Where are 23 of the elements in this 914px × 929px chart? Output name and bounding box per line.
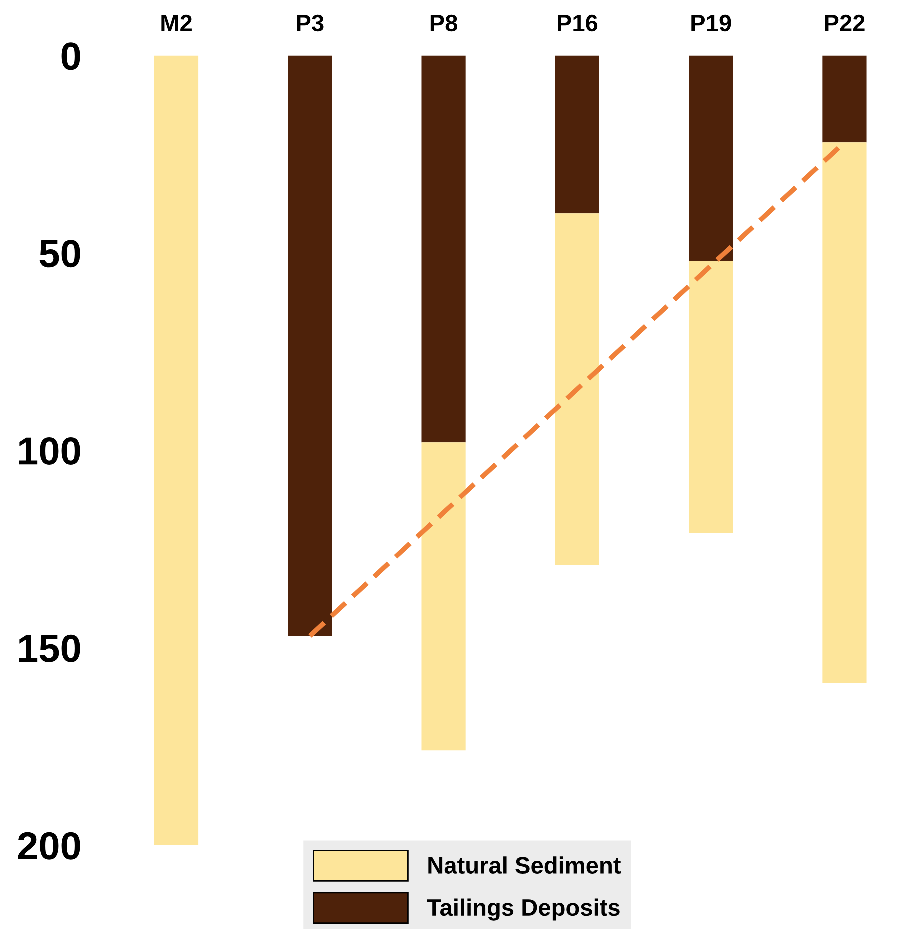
x-tick-label: P8 bbox=[430, 14, 458, 32]
bar bbox=[422, 442, 466, 751]
y-tick-label: 100 bbox=[19, 438, 80, 466]
x-tick-label: P3 bbox=[297, 14, 324, 32]
bar bbox=[422, 56, 466, 443]
bar bbox=[555, 214, 600, 566]
legend-label: Natural Sediment bbox=[428, 856, 621, 874]
bar bbox=[288, 56, 332, 636]
x-tick-label: M2 bbox=[162, 14, 192, 32]
bar bbox=[822, 56, 867, 143]
y-tick-label: 0 bbox=[62, 42, 80, 70]
bar bbox=[689, 261, 734, 534]
x-tick-label: P19 bbox=[692, 14, 732, 32]
y-tick-label: 200 bbox=[18, 832, 80, 860]
bar bbox=[822, 142, 867, 684]
y-tick-label: 50 bbox=[40, 240, 80, 268]
legend-label: Tailings Deposits bbox=[427, 898, 620, 921]
y-tick-label: 150 bbox=[19, 634, 80, 662]
bar bbox=[154, 56, 199, 846]
x-tick-label: P22 bbox=[825, 14, 865, 32]
bar bbox=[689, 56, 734, 262]
bar bbox=[555, 56, 600, 214]
x-tick-label: P16 bbox=[558, 14, 598, 32]
